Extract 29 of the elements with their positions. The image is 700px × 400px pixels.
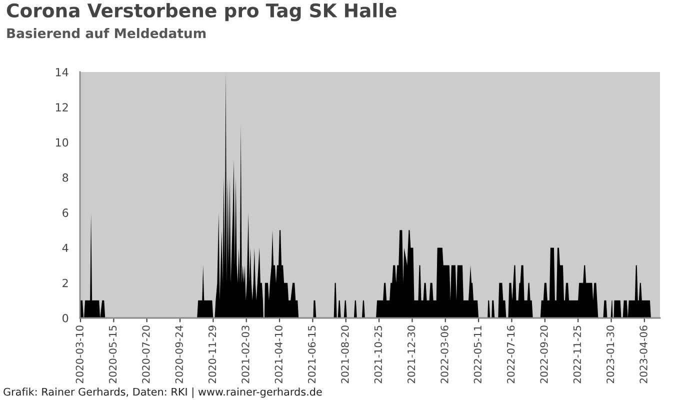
x-tick-label: 2022-05-11: [474, 326, 482, 384]
x-tick-label: 2021-04-10: [274, 326, 282, 384]
x-tick-label: 2020-05-15: [108, 326, 117, 384]
x-tick-label: 2020-03-10: [76, 326, 84, 384]
x-tick-label: 2021-02-03: [242, 326, 250, 384]
x-tick-label: 2021-06-15: [308, 326, 316, 384]
text: Grafik: Rainer Gerhards, Daten: RKI | www.rainer-gerhards.de: [4, 388, 322, 398]
y-tick-label: 2: [62, 278, 68, 288]
chart-subtitle: Basierend auf Meldedatum: [7, 28, 206, 38]
x-tick-label: 2022-03-06: [440, 326, 448, 384]
x-tick-label: 2022-11-25: [573, 326, 582, 384]
y-tick-label: 10: [56, 138, 68, 147]
x-tick-label: 2023-01-30: [606, 326, 614, 384]
y-tick-label: 4: [62, 244, 68, 252]
x-tick-label: 2020-11-29: [208, 326, 216, 384]
x-tick-label: 2021-10-25: [374, 326, 382, 384]
y-tick-label: 8: [62, 173, 68, 182]
x-tick-label: 2020-07-20: [142, 326, 150, 384]
x-tick-label: 2020-09-24: [175, 326, 183, 384]
x-tick-label: 2022-07-16: [507, 326, 515, 384]
x-tick-label: 2021-12-30: [407, 326, 416, 384]
y-tick-label: 12: [56, 103, 68, 112]
y-tick-label: 0: [62, 314, 68, 322]
x-tick-label: 2022-09-20: [540, 326, 548, 384]
y-tick-label: 6: [62, 208, 68, 217]
x-tick-label: 2023-04-06: [640, 326, 648, 384]
chart-title: Corona Verstorbene pro Tag SK Halle: [6, 3, 396, 22]
y-tick-label: 14: [56, 68, 68, 76]
x-tick-label: 2021-08-20: [341, 326, 349, 384]
